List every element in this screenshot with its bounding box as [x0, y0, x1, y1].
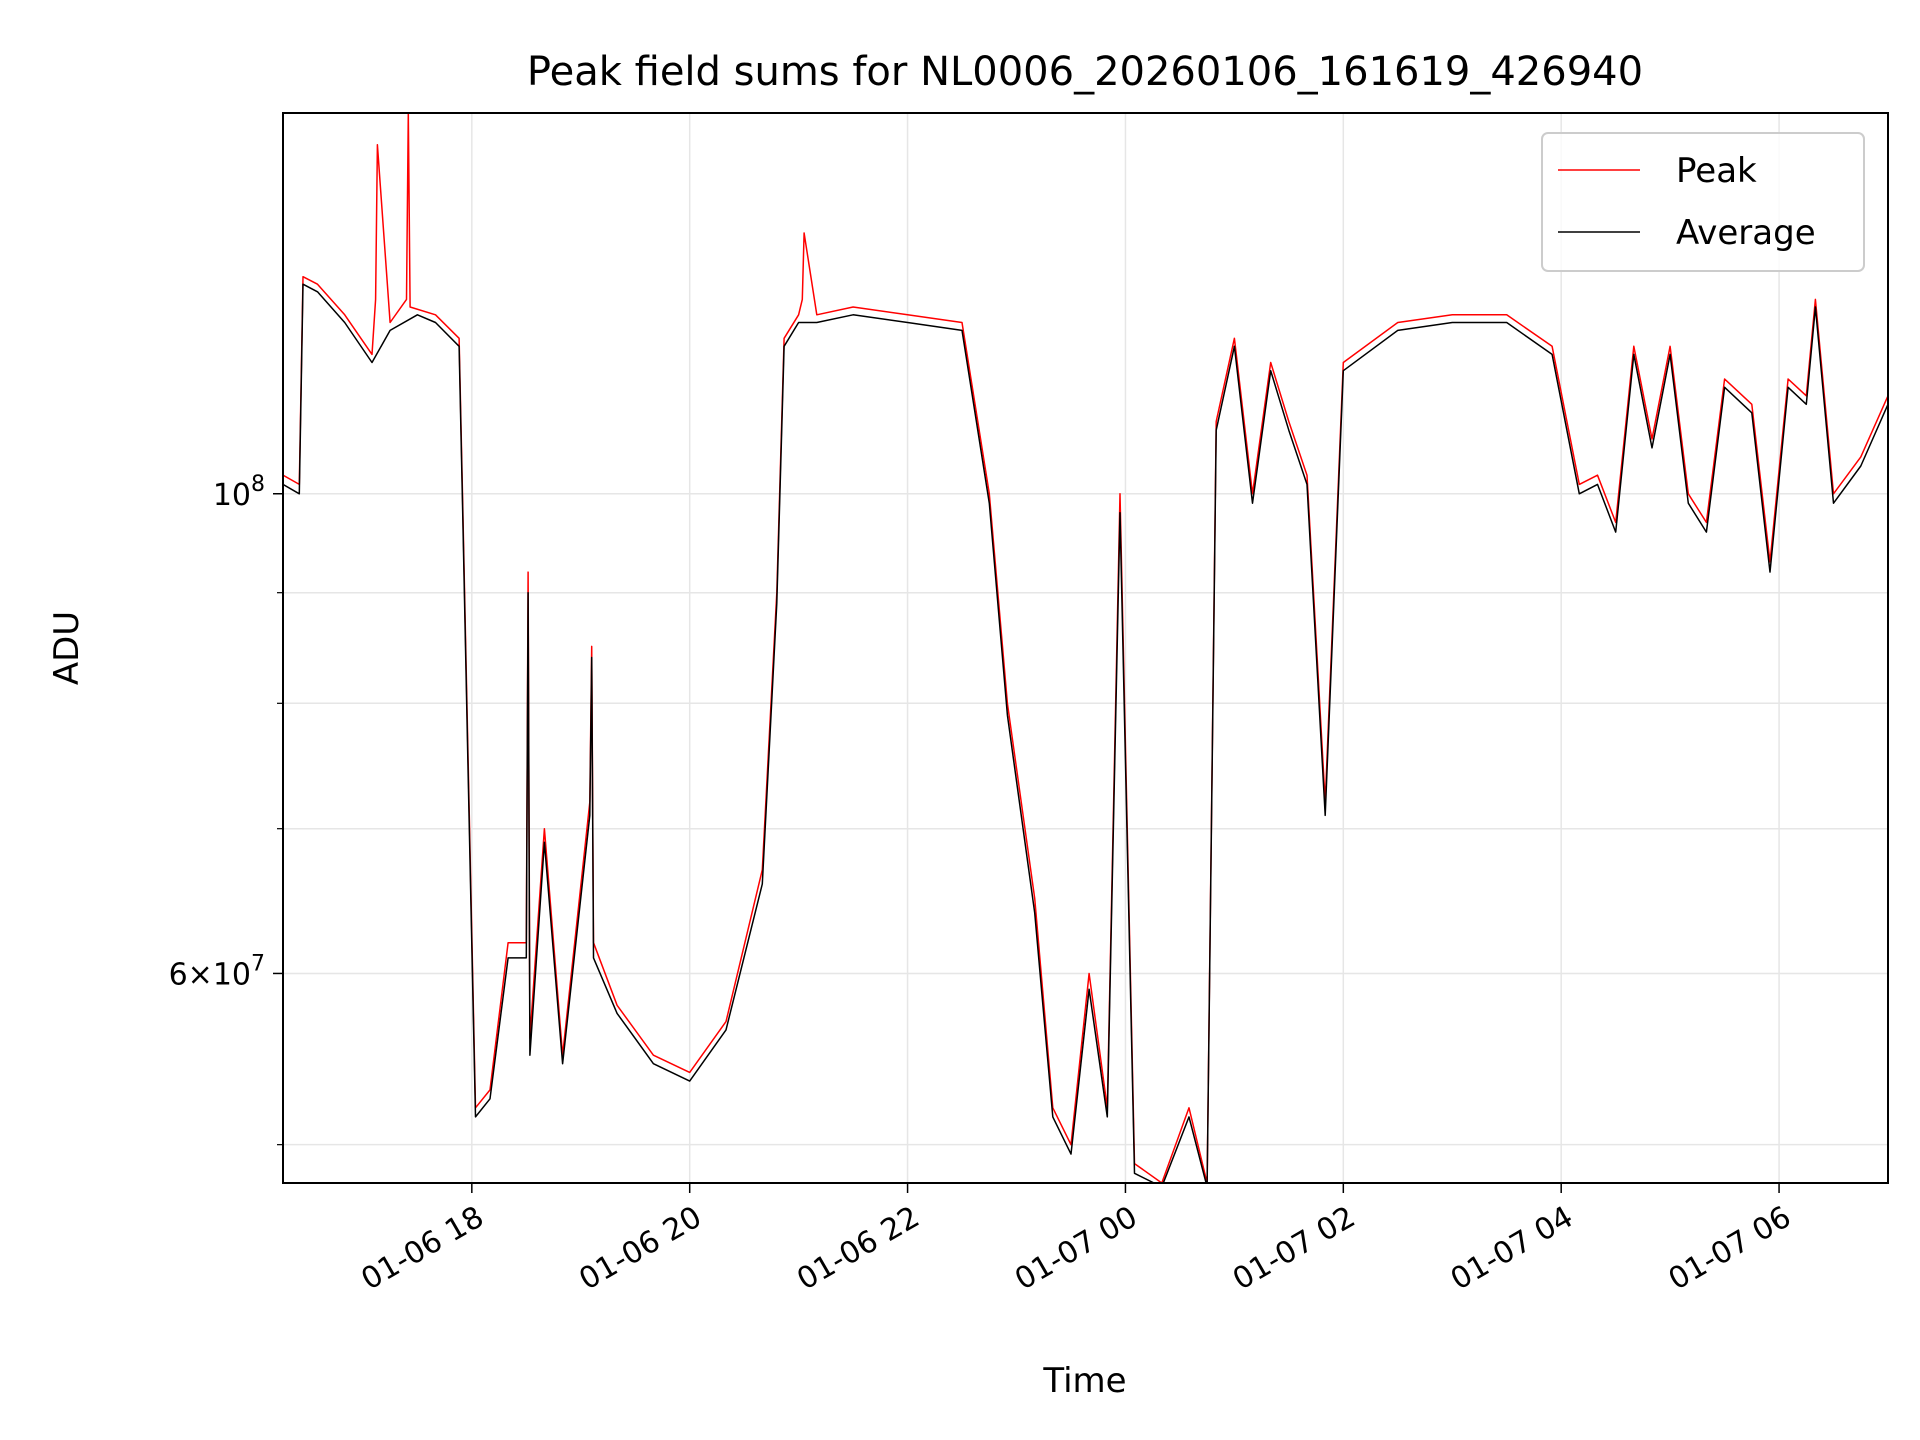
legend: Peak Average — [1541, 132, 1865, 272]
y-tick-mantissa: 6 — [169, 957, 188, 992]
legend-label-average: Average — [1676, 213, 1816, 253]
series-lines — [283, 113, 1888, 1183]
y-tick-exponent: 8 — [251, 472, 265, 497]
y-tick-exponent: 7 — [251, 951, 265, 976]
legend-label-peak: Peak — [1676, 151, 1757, 191]
y-tick-times: × — [188, 957, 213, 992]
plot-frame — [282, 112, 1889, 1184]
series-line-average — [283, 283, 1888, 1183]
x-axis-title: Time — [1042, 1361, 1126, 1401]
chart-title: Peak field sums for NL0006_20260106_1616… — [527, 49, 1643, 95]
legend-box — [1541, 132, 1865, 272]
y-tick-base: 10 — [213, 478, 251, 513]
grid — [283, 113, 1888, 1183]
y-tick-label: 6×107 — [169, 951, 265, 992]
y-tick-label: 108 — [213, 472, 265, 513]
y-tick-base: 10 — [213, 957, 251, 992]
y-axis-title: ADU — [47, 611, 87, 685]
